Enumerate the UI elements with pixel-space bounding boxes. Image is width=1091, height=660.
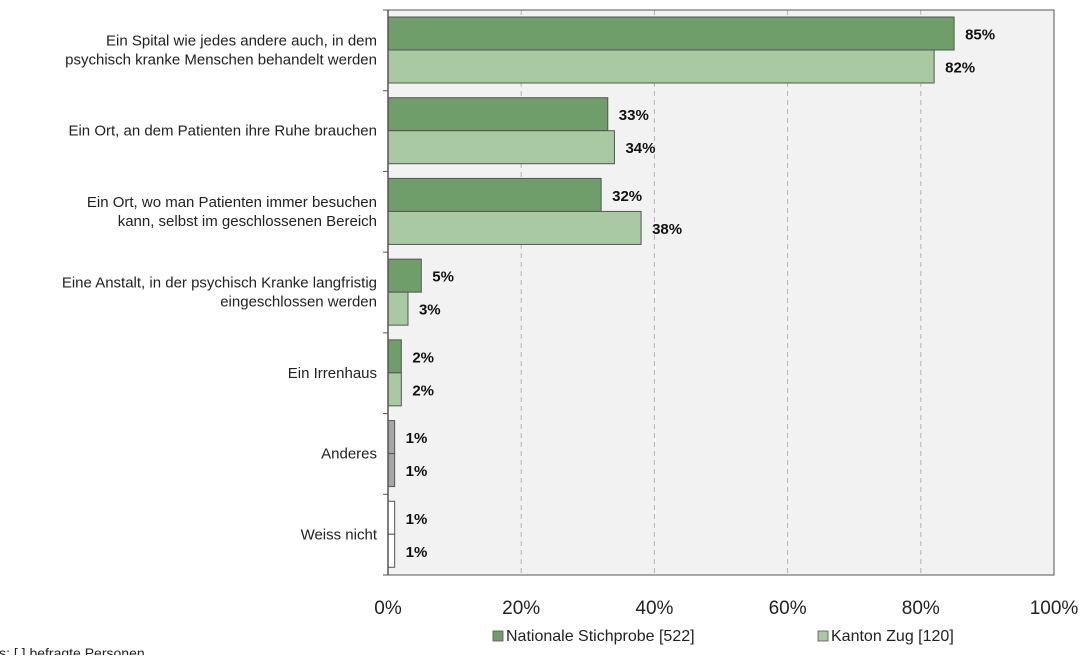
category-label: Eine Anstalt, in der psychisch Kranke la… xyxy=(62,275,377,292)
bar xyxy=(387,372,402,407)
bar xyxy=(387,210,642,245)
bar xyxy=(387,177,602,212)
category-label: Ein Ort, wo man Patienten immer besuchen xyxy=(87,194,377,211)
data-label: 1% xyxy=(406,544,428,561)
category-label: Weiss nicht xyxy=(301,526,378,543)
data-label: 2% xyxy=(412,382,434,399)
bar xyxy=(387,130,615,165)
bar xyxy=(387,339,402,374)
bar xyxy=(387,16,955,51)
data-label: 34% xyxy=(625,140,655,157)
data-label: 33% xyxy=(619,107,649,124)
bar xyxy=(387,97,609,132)
x-tick-label: 60% xyxy=(769,598,807,619)
data-label: 5% xyxy=(432,269,454,286)
legend-label: Nationale Stichprobe [522] xyxy=(506,628,695,645)
bar xyxy=(387,291,409,326)
data-label: 82% xyxy=(945,60,975,77)
data-label: 1% xyxy=(406,430,428,447)
x-tick-label: 80% xyxy=(902,598,940,619)
bar xyxy=(387,500,396,535)
x-tick-label: 20% xyxy=(502,598,540,619)
category-label: Ein Spital wie jedes andere auch, in dem xyxy=(106,33,377,50)
bar xyxy=(387,453,396,488)
legend-label: Kanton Zug [120] xyxy=(831,628,954,645)
category-label: psychisch kranke Menschen behandelt werd… xyxy=(65,52,377,69)
footnote: is: [ ] befragte Personen xyxy=(0,645,145,655)
x-tick-label: 40% xyxy=(635,598,673,619)
data-label: 2% xyxy=(412,349,434,366)
bar xyxy=(387,258,422,293)
data-label: 3% xyxy=(419,302,441,319)
legend-swatch xyxy=(817,630,829,642)
bar xyxy=(387,49,935,84)
x-tick-label: 100% xyxy=(1030,598,1079,619)
data-label: 38% xyxy=(652,221,682,238)
legend-swatch xyxy=(492,630,504,642)
category-label: Ein Irrenhaus xyxy=(288,365,377,382)
bar xyxy=(387,533,396,568)
data-label: 32% xyxy=(612,188,642,205)
x-tick-label: 0% xyxy=(374,598,402,619)
data-label: 1% xyxy=(406,511,428,528)
category-label: eingeschlossen werden xyxy=(220,294,377,311)
data-label: 1% xyxy=(406,463,428,480)
category-label: Ein Ort, an dem Patienten ihre Ruhe brau… xyxy=(68,123,377,140)
plot-area xyxy=(388,10,1054,575)
category-label: Anderes xyxy=(321,446,377,463)
category-label: kann, selbst im geschlossenen Bereich xyxy=(118,213,377,230)
bar xyxy=(387,420,396,455)
data-label: 85% xyxy=(965,27,995,44)
